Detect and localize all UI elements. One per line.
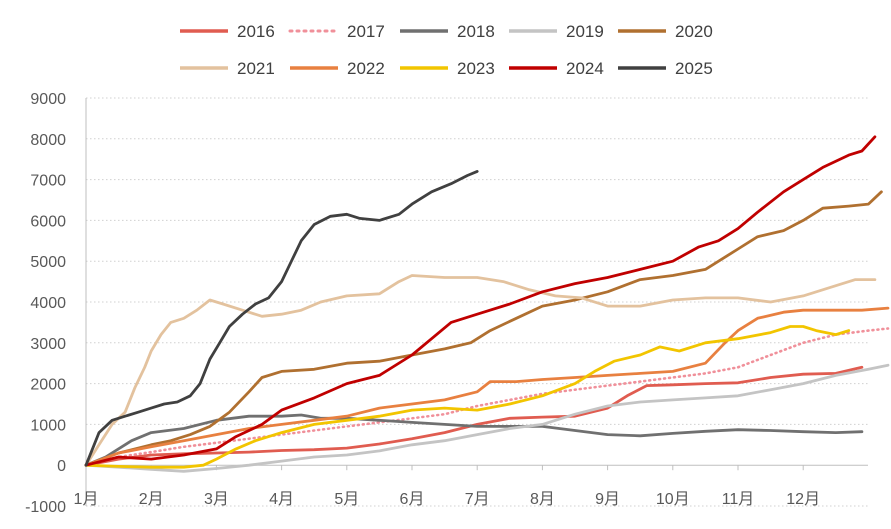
series-line-2024 — [84, 135, 877, 467]
series-line-2020 — [84, 190, 883, 467]
x-tick-label: 3月 — [204, 491, 229, 508]
legend-label: 2020 — [675, 22, 713, 41]
legend-label: 2023 — [457, 59, 495, 78]
y-tick-label: 9000 — [30, 91, 66, 108]
x-tick-label: 1月 — [74, 491, 99, 508]
series-line-2018 — [84, 413, 864, 467]
legend-item-2023: 2023 — [400, 59, 495, 78]
y-tick-label: 4000 — [30, 295, 66, 312]
x-tick-label: 12月 — [786, 491, 820, 508]
legend-label: 2025 — [675, 59, 713, 78]
x-tick-label: 8月 — [530, 491, 555, 508]
legend-item-2018: 2018 — [400, 22, 495, 41]
x-tick-label: 11月 — [722, 491, 755, 508]
legend-item-2022: 2022 — [290, 59, 385, 78]
legend-label: 2022 — [347, 59, 385, 78]
legend-label: 2019 — [566, 22, 604, 41]
y-tick-label: 6000 — [30, 213, 66, 230]
legend-label: 2018 — [457, 22, 495, 41]
legend-item-2019: 2019 — [509, 22, 604, 41]
series-line-2021 — [84, 274, 877, 467]
y-tick-label: 1000 — [30, 417, 66, 434]
y-tick-label: 2000 — [30, 377, 66, 394]
series-line-2019 — [84, 363, 890, 473]
y-tick-label: 5000 — [30, 254, 66, 271]
series-line-2016 — [84, 365, 864, 467]
y-tick-label: 7000 — [30, 173, 66, 190]
legend-label: 2016 — [237, 22, 275, 41]
y-tick-label: 3000 — [30, 336, 66, 353]
x-tick-label: 2月 — [139, 491, 164, 508]
legend-item-2016: 2016 — [180, 22, 275, 41]
series-line-2017 — [84, 327, 890, 467]
x-tick-label: 5月 — [334, 491, 359, 508]
y-tick-label: -1000 — [25, 499, 66, 516]
series-line-2025 — [84, 170, 479, 467]
x-tick-label: 9月 — [595, 491, 620, 508]
x-tick-label: 4月 — [269, 491, 294, 508]
series-line-2023 — [84, 325, 851, 469]
y-tick-label: 8000 — [30, 132, 66, 149]
legend-item-2021: 2021 — [180, 59, 275, 78]
series-line-2022 — [84, 306, 890, 467]
series-layer — [84, 135, 890, 473]
legend-item-2020: 2020 — [618, 22, 713, 41]
legend-label: 2021 — [237, 59, 275, 78]
legend: 2016 2017 2018 2019 2020 2021 2022 2023 2024 2025 — [180, 22, 713, 78]
legend-label: 2024 — [566, 59, 604, 78]
legend-item-2017: 2017 — [288, 22, 385, 41]
axes: -1000 0 1000 2000 3000 4000 5000 6000 7000 8000 90… — [25, 91, 868, 516]
x-tick-label: 7月 — [465, 491, 490, 508]
legend-item-2024: 2024 — [509, 59, 604, 78]
y-tick-label: 0 — [57, 458, 66, 475]
legend-label: 2017 — [347, 22, 385, 41]
x-tick-label: 6月 — [400, 491, 425, 508]
x-tick-label: 10月 — [656, 491, 690, 508]
legend-item-2025: 2025 — [618, 59, 713, 78]
